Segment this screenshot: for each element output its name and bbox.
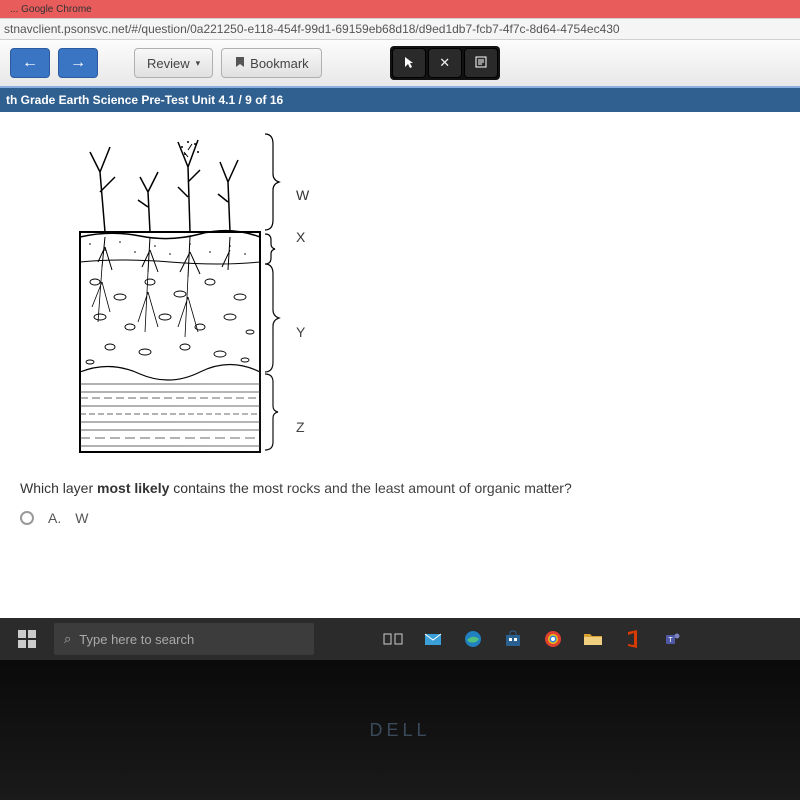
review-label: Review bbox=[147, 56, 190, 71]
chrome-icon[interactable] bbox=[540, 626, 566, 652]
option-letter: A. bbox=[48, 510, 61, 526]
question-text: Which layer most likely contains the mos… bbox=[20, 480, 780, 496]
tool-mode-group: ✕ bbox=[390, 46, 500, 80]
office-icon[interactable] bbox=[620, 626, 646, 652]
nav-back-button[interactable]: ← bbox=[10, 48, 50, 78]
dell-logo: DELL bbox=[369, 720, 430, 741]
question-pre: Which layer bbox=[20, 480, 97, 496]
windows-taskbar: ⌕ Type here to search bbox=[0, 618, 800, 660]
label-z: Z bbox=[296, 419, 305, 435]
app-toolbar: ← → Review ▾ Bookmark bbox=[0, 40, 800, 88]
windows-logo-icon bbox=[18, 630, 36, 648]
option-text: W bbox=[75, 510, 88, 526]
url-text: stnavclient.psonsvc.net/#/question/0a221… bbox=[4, 22, 620, 36]
question-content: W X Y Z Which layer most likely contains… bbox=[0, 112, 800, 660]
radio-icon bbox=[20, 511, 34, 525]
start-button[interactable] bbox=[6, 618, 48, 660]
search-placeholder: Type here to search bbox=[79, 632, 194, 647]
label-w: W bbox=[296, 187, 309, 203]
taskbar-search[interactable]: ⌕ Type here to search bbox=[54, 623, 314, 655]
back-arrow-icon: ← bbox=[22, 54, 38, 72]
nav-forward-button[interactable]: → bbox=[58, 48, 98, 78]
bookmark-label: Bookmark bbox=[250, 56, 309, 71]
teams-icon[interactable]: T bbox=[660, 626, 686, 652]
review-button[interactable]: Review ▾ bbox=[134, 48, 213, 78]
mail-icon[interactable] bbox=[420, 626, 446, 652]
search-icon: ⌕ bbox=[64, 631, 71, 647]
taskbar-icons: T bbox=[380, 626, 686, 652]
chevron-down-icon: ▾ bbox=[196, 58, 201, 69]
laptop-bezel: DELL bbox=[0, 660, 800, 800]
quiz-header-text: th Grade Earth Science Pre-Test Unit 4.1… bbox=[6, 93, 283, 107]
label-x: X bbox=[296, 229, 305, 245]
soil-profile-diagram bbox=[70, 122, 290, 462]
bookmark-button[interactable]: Bookmark bbox=[221, 48, 322, 78]
note-icon bbox=[474, 55, 488, 72]
bookmark-icon bbox=[234, 56, 246, 71]
task-view-icon[interactable] bbox=[380, 626, 406, 652]
answer-option-a[interactable]: A. W bbox=[20, 510, 780, 526]
pointer-tool-button[interactable] bbox=[392, 48, 426, 78]
tab-strip: ... Google Chrome bbox=[0, 0, 800, 18]
svg-text:T: T bbox=[668, 637, 673, 644]
browser-window: ... Google Chrome stnavclient.psonsvc.ne… bbox=[0, 0, 800, 660]
edge-icon[interactable] bbox=[460, 626, 486, 652]
eliminate-tool-button[interactable]: ✕ bbox=[428, 48, 462, 78]
question-bold: most likely bbox=[97, 480, 169, 496]
store-icon[interactable] bbox=[500, 626, 526, 652]
file-explorer-icon[interactable] bbox=[580, 626, 606, 652]
close-icon: ✕ bbox=[439, 55, 450, 71]
pointer-icon bbox=[402, 55, 416, 72]
quiz-header: th Grade Earth Science Pre-Test Unit 4.1… bbox=[0, 88, 800, 112]
forward-arrow-icon: → bbox=[70, 54, 86, 72]
diagram-labels: W X Y Z bbox=[296, 122, 309, 452]
address-bar[interactable]: stnavclient.psonsvc.net/#/question/0a221… bbox=[0, 18, 800, 40]
note-tool-button[interactable] bbox=[464, 48, 498, 78]
tab-title: ... Google Chrome bbox=[10, 4, 92, 15]
question-post: contains the most rocks and the least am… bbox=[169, 480, 571, 496]
label-y: Y bbox=[296, 324, 305, 340]
